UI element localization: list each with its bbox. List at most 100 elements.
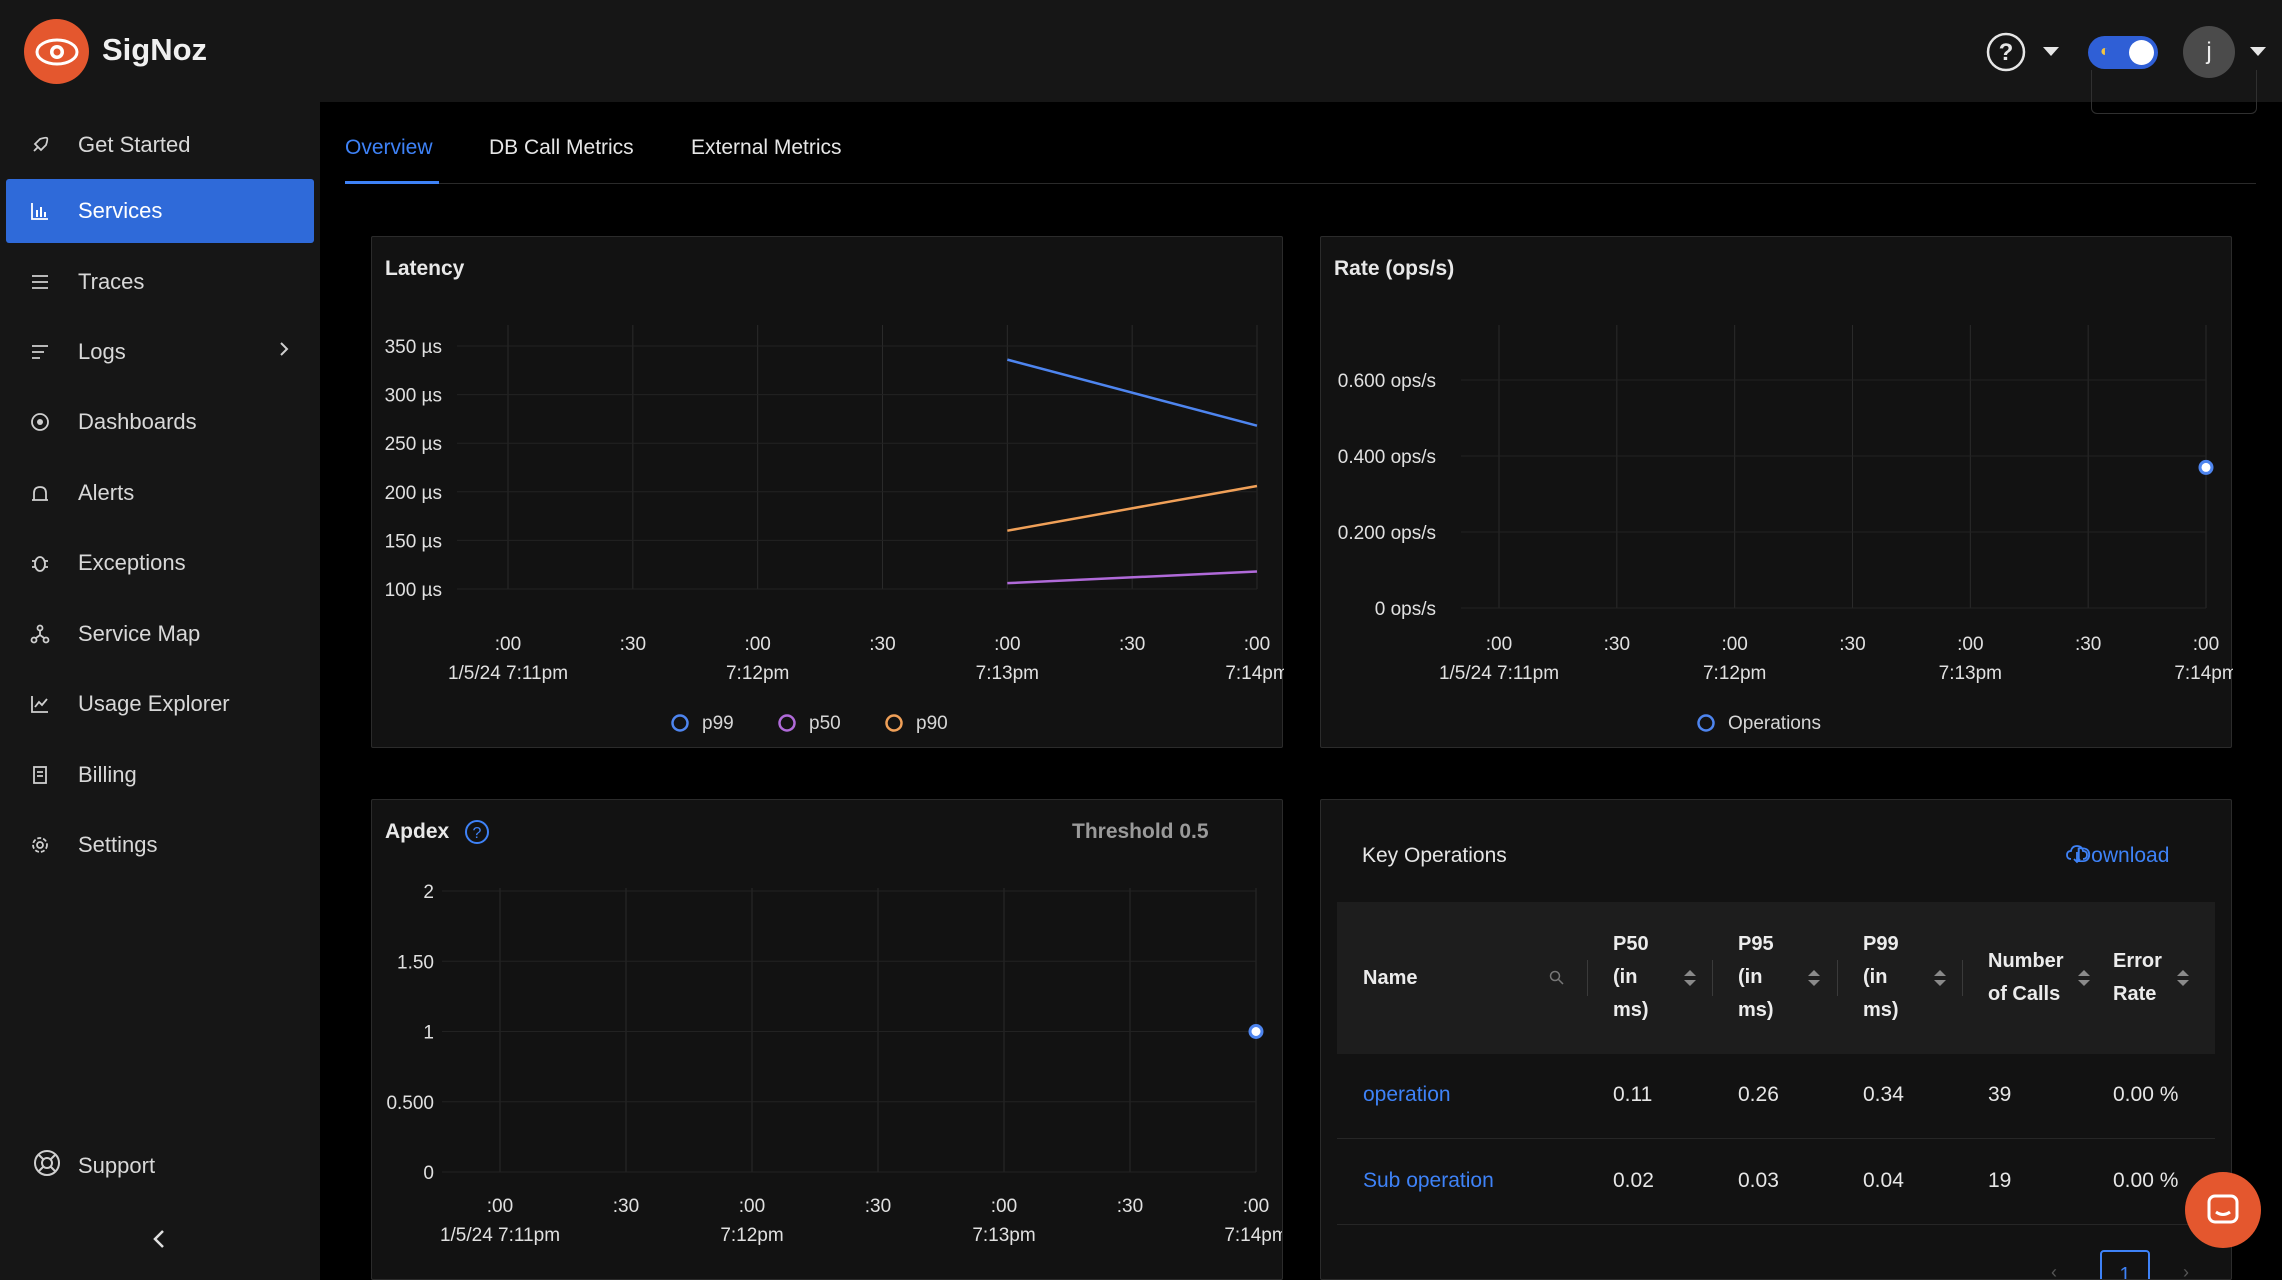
calls-cell: 39	[1988, 1083, 2012, 1106]
svg-text:?: ?	[473, 825, 482, 842]
key-operations-panel: Key Operations Download Name P50 (in ms)…	[1320, 799, 2232, 1280]
y-tick-label: 100 µs	[385, 580, 442, 601]
calls-cell: 19	[1988, 1169, 2012, 1192]
tab-external-metrics[interactable]: External Metrics	[691, 136, 842, 159]
sidebar-item-settings[interactable]: Settings	[6, 813, 314, 877]
legend-label-p90: p90	[916, 713, 948, 734]
x-tick-label: 7:12pm	[726, 663, 789, 684]
cloud-download-icon	[2066, 845, 2088, 864]
x-tick-label: :30	[1604, 634, 1630, 655]
download-button[interactable]: Download	[2066, 844, 2169, 868]
legend-marker-Operations	[1697, 714, 1715, 732]
sidebar-item-service-map[interactable]: Service Map	[6, 602, 314, 666]
series-line-p90	[1007, 484, 1258, 532]
column-separator	[1587, 960, 1588, 996]
apdex-title: Apdex	[385, 820, 450, 843]
sidebar-item-usage-explorer[interactable]: Usage Explorer	[6, 672, 314, 736]
x-tick-label: 7:13pm	[1939, 663, 2002, 684]
sidebar-item-logs[interactable]: Logs	[6, 320, 314, 384]
x-tick-label: 1/5/24 7:11pm	[440, 1225, 560, 1246]
column-header-name[interactable]: Name	[1363, 967, 1418, 989]
x-tick-label: :00	[1721, 634, 1747, 655]
tab-db-call-metrics[interactable]: DB Call Metrics	[489, 136, 634, 159]
help-button[interactable]: ?	[1985, 31, 2027, 73]
y-tick-label: 0.200 ops/s	[1338, 523, 1436, 544]
sidebar-item-label: Billing	[78, 762, 137, 787]
x-tick-label: :00	[739, 1196, 765, 1217]
user-dropdown-caret-icon[interactable]	[2250, 47, 2266, 56]
collapse-sidebar-button[interactable]	[150, 1228, 168, 1255]
legend-marker-p99	[671, 714, 689, 732]
sidebar-item-label: Dashboards	[78, 409, 197, 434]
sidebar-item-traces[interactable]: Traces	[6, 250, 314, 314]
rate-chart[interactable]: :00 1/5/24 7:11pm:30:00 7:12pm:30:00 7:13pm…	[1321, 237, 2233, 749]
question-circle-icon[interactable]: ?	[463, 818, 491, 846]
alarm-icon	[30, 483, 68, 503]
header-action-button[interactable]	[2091, 70, 2257, 114]
apdex-chart[interactable]: :00 1/5/24 7:11pm:30:00 7:12pm:30:00 7:13pm…	[372, 800, 1283, 1280]
column-header-p95[interactable]: P95 (in ms)	[1738, 933, 1774, 1021]
next-page-button[interactable]: ›	[2183, 1262, 2189, 1280]
x-tick-label: :00	[2193, 634, 2219, 655]
operation-name-link[interactable]: operation	[1363, 1083, 1451, 1106]
x-tick-label: 7:12pm	[1703, 663, 1766, 684]
current-page-button[interactable]: 1	[2100, 1250, 2150, 1279]
y-tick-label: 1	[423, 1023, 434, 1044]
sidebar-item-exceptions[interactable]: Exceptions	[6, 531, 314, 595]
column-header-p50[interactable]: P50 (in ms)	[1613, 933, 1649, 1021]
support-link[interactable]: Support	[32, 1148, 155, 1183]
y-tick-label: 0.600 ops/s	[1338, 371, 1436, 392]
sidebar-item-dashboards[interactable]: Dashboards	[6, 390, 314, 454]
series-line-p50	[1007, 570, 1258, 585]
user-avatar[interactable]: j	[2183, 26, 2235, 78]
x-tick-label: :00	[495, 634, 521, 655]
sidebar-item-services[interactable]: Services	[6, 179, 314, 243]
help-dropdown-caret-icon[interactable]	[2043, 47, 2059, 56]
series-line-p99	[1007, 358, 1258, 427]
latency-panel: Latency :00 1/5/24 7:11pm:30:00 7:12pm:30:…	[371, 236, 1284, 749]
column-header-p99[interactable]: P99 (in ms)	[1863, 933, 1899, 1021]
chat-support-button[interactable]	[2185, 1172, 2261, 1248]
rate-title: Rate (ops/s)	[1334, 257, 1455, 280]
error-rate-cell: 0.00 %	[2113, 1083, 2179, 1106]
x-tick-label: :00	[1244, 634, 1270, 655]
sidebar-item-billing[interactable]: Billing	[6, 743, 314, 807]
p95-cell: 0.03	[1738, 1169, 1779, 1192]
theme-toggle[interactable]: ◐	[2088, 36, 2158, 69]
column-separator	[1837, 960, 1838, 996]
search-icon[interactable]	[1549, 970, 1565, 986]
x-tick-label: :30	[2075, 634, 2101, 655]
x-tick-label: 7:13pm	[976, 663, 1039, 684]
support-icon	[32, 1148, 62, 1183]
x-tick-label: :00	[991, 1196, 1017, 1217]
y-tick-label: 1.50	[397, 952, 434, 973]
x-tick-label: :30	[1117, 1196, 1143, 1217]
y-tick-label: 300 µs	[385, 386, 442, 407]
rate-panel: Rate (ops/s) :00 1/5/24 7:11pm :30 :00 7:12p…	[1320, 236, 2233, 749]
dashboard-icon	[30, 412, 68, 432]
brand-name[interactable]: SigNoz	[102, 32, 208, 67]
p50-cell: 0.02	[1613, 1169, 1654, 1192]
latency-chart[interactable]: :00 1/5/24 7:11pm:30:00 7:12pm:30:00 7:13pm…	[372, 237, 1284, 749]
operation-name-link[interactable]: Sub operation	[1363, 1169, 1494, 1192]
column-separator	[1962, 960, 1963, 996]
line-chart-icon	[30, 694, 68, 714]
prev-page-button[interactable]: ‹	[2051, 1262, 2057, 1280]
bug-icon	[30, 553, 68, 573]
rocket-icon	[30, 135, 68, 155]
x-tick-label: 7:14pm	[1225, 663, 1284, 684]
column-header-number-of-calls[interactable]: Number of Calls	[1988, 950, 2064, 1005]
x-tick-label: 1/5/24 7:11pm	[1439, 663, 1559, 684]
latency-title: Latency	[385, 257, 465, 280]
x-tick-label: :30	[1839, 634, 1865, 655]
sidebar-item-get-started[interactable]: Get Started	[6, 113, 314, 177]
deployment-icon	[30, 624, 68, 644]
p50-cell: 0.11	[1613, 1083, 1653, 1106]
tab-divider	[345, 183, 2256, 184]
tab-overview[interactable]: Overview	[345, 136, 433, 159]
eye-icon	[35, 38, 78, 65]
column-header-error-rate[interactable]: Error Rate	[2113, 950, 2162, 1005]
x-tick-label: 7:13pm	[972, 1225, 1035, 1246]
sidebar-item-alerts[interactable]: Alerts	[6, 461, 314, 525]
signoz-logo[interactable]	[24, 19, 89, 84]
